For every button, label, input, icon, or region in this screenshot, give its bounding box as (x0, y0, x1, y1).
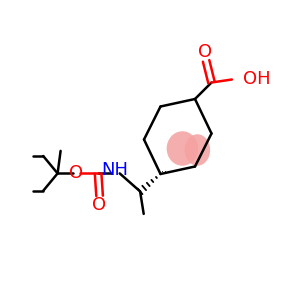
Text: NH: NH (101, 161, 128, 179)
Text: ···: ··· (161, 167, 170, 177)
Text: O: O (92, 196, 106, 214)
Text: OH: OH (243, 70, 271, 88)
Ellipse shape (185, 134, 210, 166)
Text: O: O (197, 44, 212, 62)
Text: O: O (69, 164, 84, 182)
Ellipse shape (167, 131, 198, 166)
